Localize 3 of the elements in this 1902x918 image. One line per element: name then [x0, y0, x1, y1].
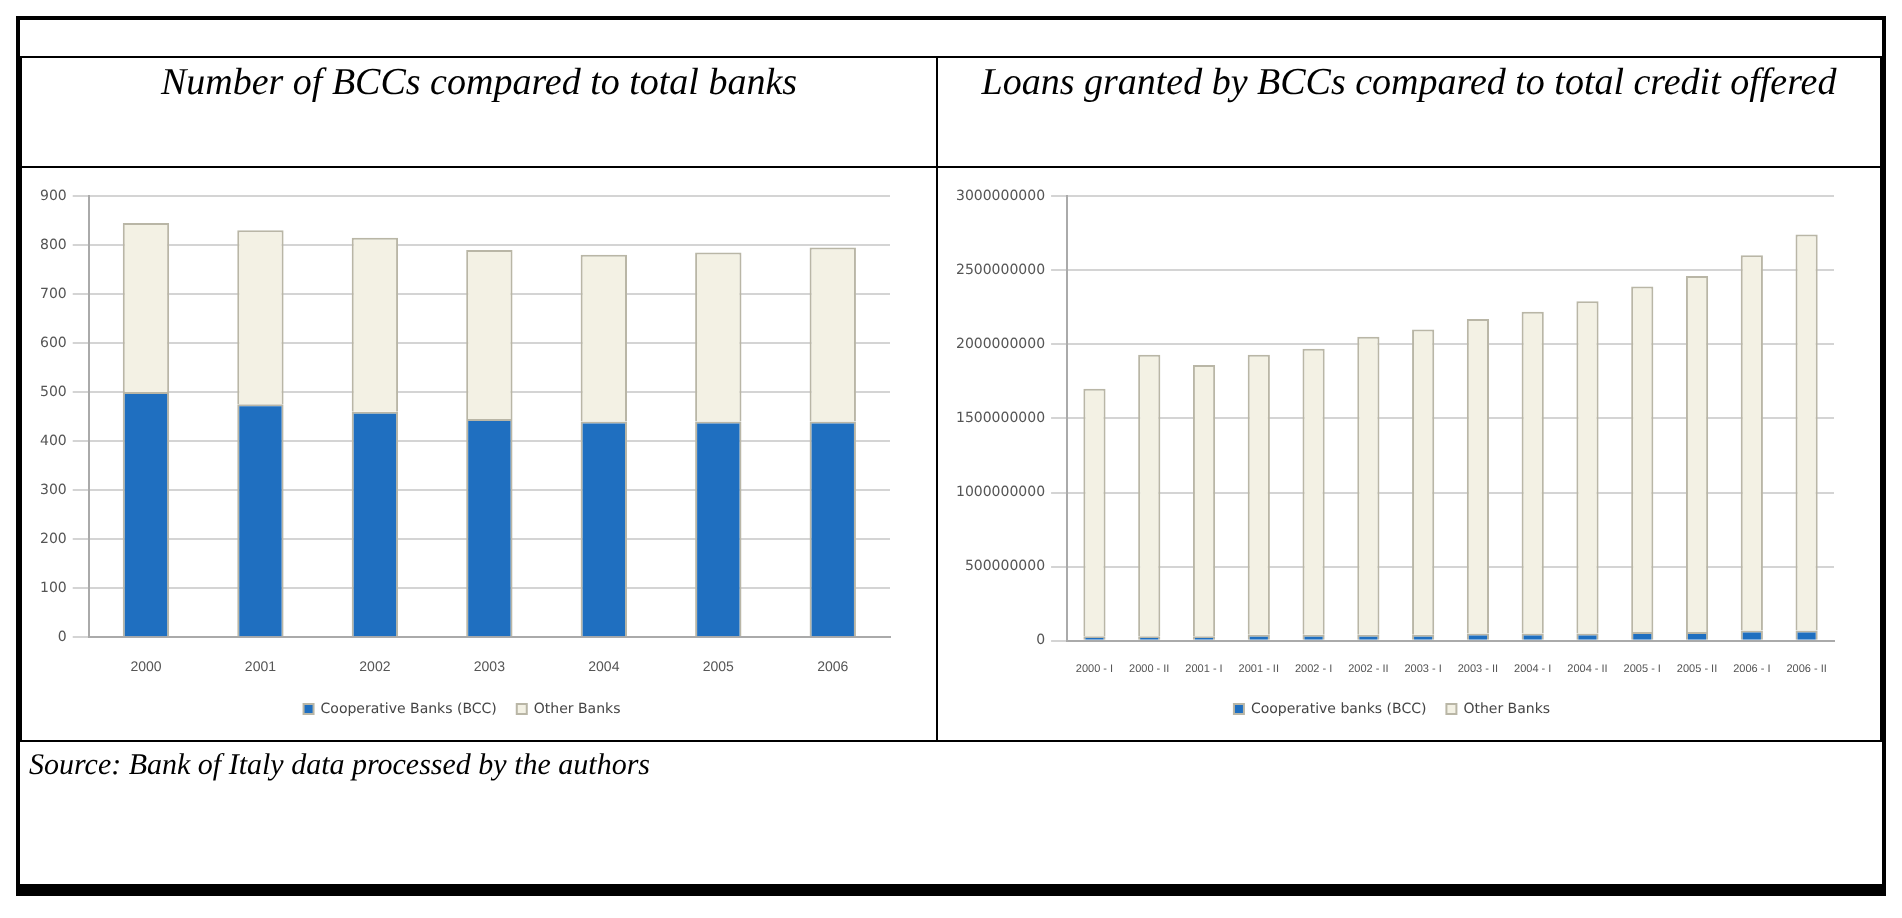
chart-title: Loans granted by BCCs compared to total credit offered [937, 57, 1881, 167]
chart-title: Number of BCCs compared to total banks [21, 57, 937, 167]
source-note: Source: Bank of Italy data processed by the authors [29, 750, 652, 784]
